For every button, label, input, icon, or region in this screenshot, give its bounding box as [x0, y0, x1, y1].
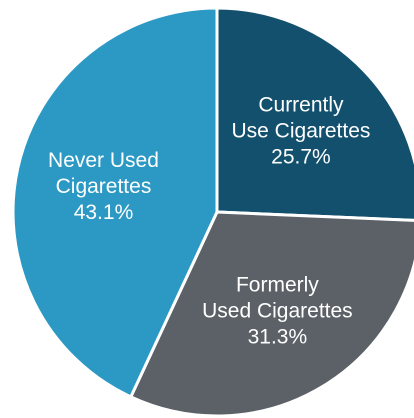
- pie-slice-2: [11, 6, 219, 399]
- pie-slice-category-label: Currently: [258, 93, 344, 116]
- pie-slice-label-2: Never Used Cigarettes 43.1%: [48, 148, 159, 223]
- pie-slice-value-label: 25.7%: [271, 145, 331, 168]
- pie-labels: Currently Use Cigarettes 25.7% Formerly Used…: [48, 93, 370, 348]
- pie-slices: [11, 6, 414, 418]
- pie-slice-value-label: 31.3%: [248, 325, 308, 348]
- pie-slice-category-label: Formerly: [236, 273, 319, 296]
- pie-slice-label-1: Formerly Used Cigarettes 31.3%: [202, 273, 353, 348]
- pie-slice-category-label: Used Cigarettes: [202, 299, 353, 322]
- pie-slice-0: [215, 6, 414, 222]
- pie-slice-value-label: 43.1%: [74, 200, 134, 223]
- pie-slice-1: [128, 210, 414, 418]
- pie-slice-category-label: Cigarettes: [56, 174, 152, 197]
- pie-slice-category-label: Never Used: [48, 148, 159, 171]
- pie-slice-label-0: Currently Use Cigarettes 25.7%: [232, 93, 371, 168]
- pie-slice-category-label: Use Cigarettes: [232, 119, 371, 142]
